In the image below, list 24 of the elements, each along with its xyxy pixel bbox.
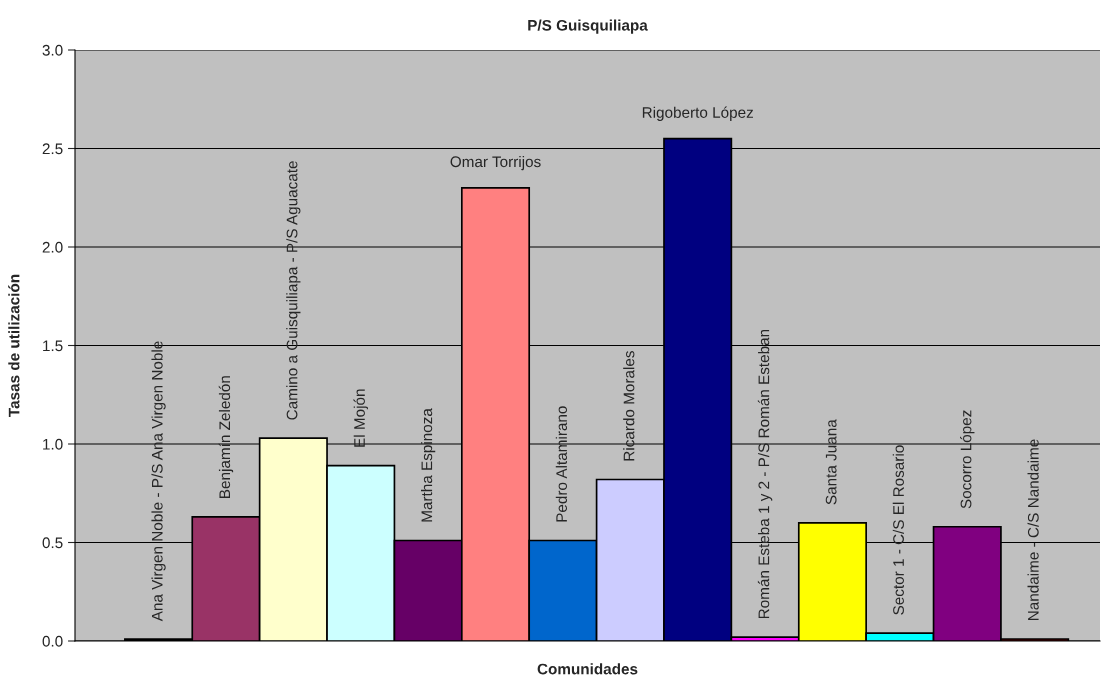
x-axis-title: Comunidades: [537, 663, 638, 675]
y-tick-label: 2.5: [42, 143, 63, 155]
x-tick-label: Nandaime - C/S Nandaime: [1027, 439, 1039, 621]
y-tick-label: 2.0: [42, 241, 63, 253]
x-tick-label: Rigoberto López: [642, 106, 753, 121]
chart-title: P/S Guisquiliapa: [528, 19, 648, 34]
y-tick-label: 3.0: [42, 44, 63, 56]
x-tick-label: Santa Juana: [825, 419, 837, 505]
y-tick-label: 1.0: [43, 438, 63, 450]
x-tick-label: Román Esteba 1 y 2 - P/S Román Esteban: [757, 329, 773, 619]
x-tick-label: Benjamín Zeledón: [218, 376, 234, 498]
x-tick-label: El Mojón: [353, 389, 368, 447]
x-tick-label: Camino a Guisquiliapa - P/S Aguacate: [286, 161, 301, 420]
x-tick-label: Martha Espinoza: [421, 408, 436, 522]
x-tick-label: Sector 1 - C/S El Rosario: [892, 445, 904, 615]
x-tick-label: Socorro López: [960, 410, 975, 509]
y-tick-label: 0.5: [42, 537, 63, 549]
x-tick-label: Ana Virgen Noble - P/S Ana Virgen Noble: [151, 341, 166, 622]
y-tick-label: 1.5: [43, 340, 63, 352]
y-axis-title: Tasas de utilización: [8, 274, 20, 417]
x-tick-label: Pedro Altamirano: [555, 406, 567, 522]
x-tick-label: Ricardo Morales: [623, 351, 635, 461]
x-tick-label: Omar Torrijos: [450, 155, 541, 171]
y-tick-label: 0.0: [42, 635, 63, 647]
